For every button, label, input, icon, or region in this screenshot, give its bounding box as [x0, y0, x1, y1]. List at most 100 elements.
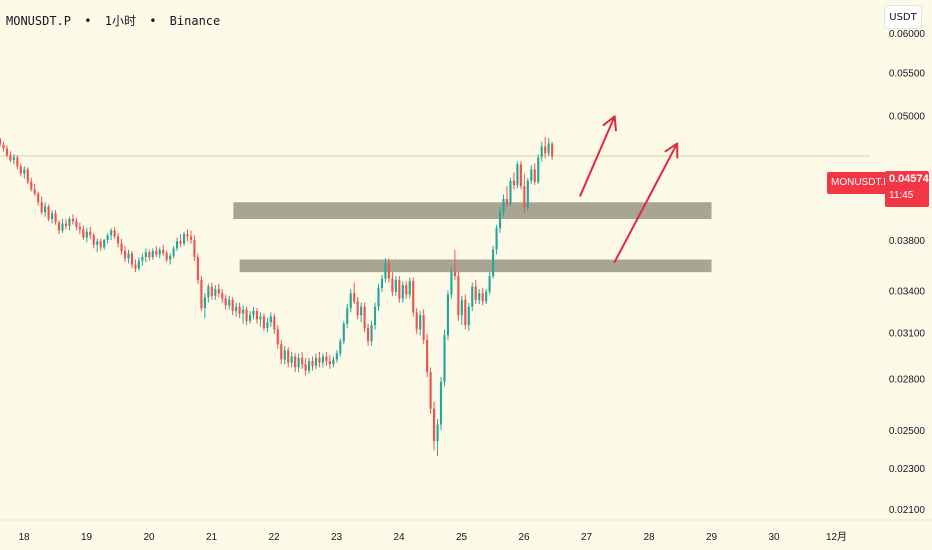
candle-body: [158, 249, 161, 255]
candle-body: [255, 310, 259, 320]
candle-body: [280, 344, 283, 360]
candle-body: [0, 138, 2, 145]
candle-body: [321, 356, 325, 363]
candle-body: [241, 309, 245, 314]
candle-body: [12, 157, 15, 161]
candle-body: [269, 316, 272, 323]
time-tick-label: 18: [18, 532, 30, 543]
candle-body: [367, 328, 370, 342]
candle-body: [130, 253, 134, 265]
time-axis[interactable]: 18 19 20 21 22 23 24 25 26 27 28 29 30 12月: [18, 531, 847, 543]
candle-body: [335, 353, 338, 360]
price-tick-label: 0.06000: [889, 29, 926, 40]
candle-body: [530, 169, 533, 181]
candle-body: [224, 298, 227, 306]
time-tick-label: 28: [643, 532, 655, 543]
candle-body: [110, 230, 113, 236]
price-tick-label: 0.05500: [889, 68, 926, 79]
last-price-tag: 0.04574 11:45: [885, 171, 929, 207]
candle-body: [113, 230, 116, 237]
candle-body: [537, 157, 540, 182]
candle-body: [301, 357, 304, 365]
candle-body: [387, 263, 390, 279]
candle-body: [304, 364, 307, 371]
candle-body: [137, 260, 140, 269]
candle-body: [533, 169, 536, 182]
candle-body: [415, 312, 418, 330]
candle-body: [314, 357, 318, 366]
candle-body: [228, 299, 231, 306]
candle-body: [252, 310, 255, 316]
candle-body: [221, 293, 224, 299]
trend-arrow-line: [579, 115, 616, 197]
candle-body: [544, 146, 547, 154]
candle-body: [207, 286, 210, 298]
candle-body: [464, 299, 467, 326]
candle-body: [384, 263, 387, 279]
candle-body: [422, 315, 425, 340]
candle-body: [426, 339, 429, 373]
candle-body: [373, 306, 377, 326]
candle-body: [210, 286, 213, 296]
candle-body: [318, 357, 321, 363]
candle-body: [478, 293, 481, 300]
candle-body: [259, 316, 262, 320]
bar-countdown: 11:45: [889, 190, 914, 201]
candle-body: [148, 252, 151, 258]
candle-body: [405, 285, 408, 295]
candle-body: [262, 316, 265, 329]
candle-body: [332, 359, 335, 365]
candle-body: [141, 257, 144, 261]
candle-body: [162, 249, 165, 254]
candle-body: [328, 361, 331, 365]
candle-body: [412, 281, 415, 313]
candle-body: [176, 241, 179, 249]
candle-body: [54, 213, 57, 223]
candle-body: [23, 169, 26, 174]
time-tick-label: 24: [393, 532, 405, 543]
candle-body: [408, 281, 411, 295]
price-axis[interactable]: 0.060000.055000.050000.042000.038000.034…: [889, 29, 926, 516]
symbol-name[interactable]: MONUSDT.P: [6, 14, 72, 28]
chart-grid: [0, 155, 932, 521]
candle-body: [276, 329, 279, 345]
candle-body: [342, 323, 345, 342]
header-separator: •: [149, 14, 157, 28]
candle-body: [471, 286, 474, 307]
candle-body: [82, 229, 85, 238]
time-tick-label: 20: [143, 532, 155, 543]
candle-body: [290, 356, 293, 363]
candle-body: [467, 306, 470, 326]
candle-body: [238, 306, 241, 314]
candle-body: [446, 294, 450, 336]
candle-body: [47, 206, 50, 220]
candle-body: [339, 341, 342, 354]
trend-arrow-head: [602, 115, 617, 132]
candle-body: [498, 211, 502, 229]
candle-body: [519, 164, 522, 187]
currency-button[interactable]: USDT: [884, 5, 922, 29]
candle-body: [71, 219, 74, 222]
candle-body: [266, 322, 269, 329]
candle-body: [307, 361, 311, 371]
candle-body: [474, 286, 477, 300]
candle-body: [200, 279, 203, 309]
zone-layer: [233, 202, 712, 273]
time-tick-label: 27: [581, 532, 593, 543]
candle-body: [457, 276, 460, 316]
candle-body: [540, 146, 543, 158]
candle-body: [89, 231, 92, 236]
interval-label[interactable]: 1小时: [104, 14, 136, 28]
candle-body: [61, 223, 64, 231]
price-tick-label: 0.02100: [889, 505, 926, 516]
candle-body: [85, 231, 88, 238]
candle-body: [287, 350, 290, 363]
trend-arrow-line: [613, 142, 679, 264]
candle-body: [526, 180, 529, 208]
candle-body: [419, 315, 422, 330]
candle-body: [432, 408, 436, 441]
candle-body: [245, 309, 248, 321]
time-tick-label: 21: [206, 532, 218, 543]
candle-body: [429, 372, 432, 409]
